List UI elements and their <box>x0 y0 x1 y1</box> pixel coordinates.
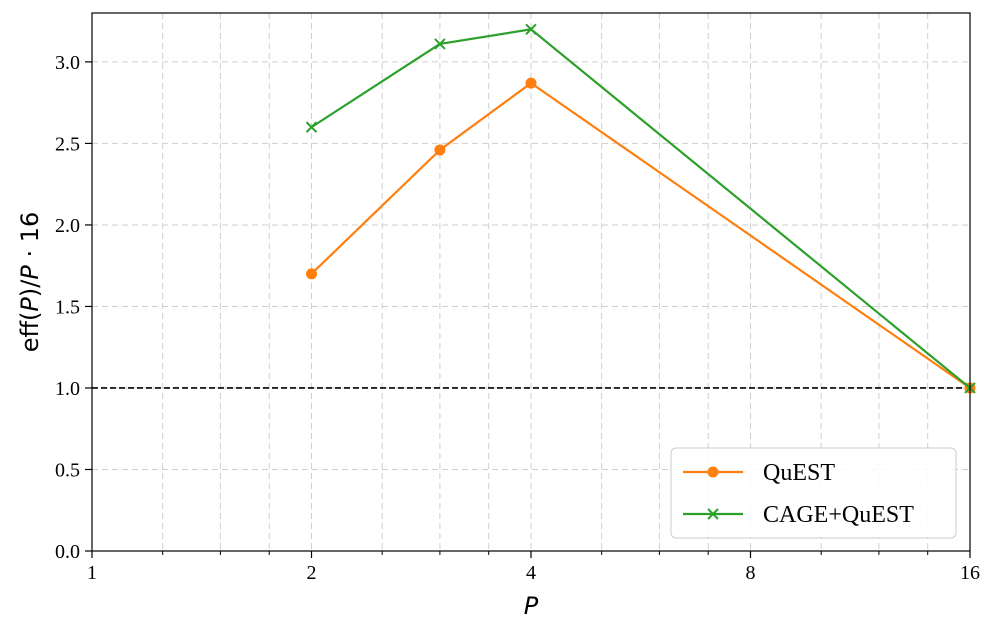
y-tick-label: 0.5 <box>55 459 80 481</box>
legend-marker <box>707 508 719 520</box>
y-tick-label: 0.0 <box>55 541 80 563</box>
x-tick-label: 2 <box>307 562 317 584</box>
y-label-suffix: · 16 <box>16 212 44 265</box>
y-label-var2: P <box>16 265 44 280</box>
data-point <box>306 268 317 280</box>
legend: QuEST CAGE+QuEST <box>670 447 957 539</box>
series-cage-quest <box>305 23 976 394</box>
data-point <box>305 121 318 133</box>
y-tick-label: 3.0 <box>55 52 80 74</box>
y-label-middle: )/ <box>16 279 44 297</box>
x-tick-label: 1 <box>87 562 97 584</box>
y-label-prefix: eff( <box>16 312 44 353</box>
data-point <box>525 77 537 89</box>
legend-label: QuEST <box>763 460 835 486</box>
series-quest <box>306 77 976 394</box>
axis-ticks: 1 2 4 8 16 0.0 0.5 1.0 1.5 2.0 2.5 3.0 <box>55 52 980 584</box>
data-point <box>434 144 446 156</box>
y-tick-label: 1.0 <box>55 378 80 400</box>
y-tick-label: 2.0 <box>55 215 80 237</box>
legend-box <box>670 447 957 539</box>
x-tick-label: 4 <box>526 562 536 584</box>
y-tick-label: 2.5 <box>55 133 80 155</box>
data-point <box>525 23 537 36</box>
y-axis-label: eff(P)/P · 16 <box>16 212 44 353</box>
legend-entry: CAGE+QuEST <box>683 502 914 528</box>
series-line <box>310 81 971 389</box>
series-line <box>310 28 971 389</box>
legend-marker <box>707 466 719 478</box>
x-tick-label: 16 <box>960 562 980 584</box>
x-axis-label: P <box>524 592 539 620</box>
y-label-var1: P <box>16 297 44 312</box>
y-tick-label: 1.5 <box>55 296 80 318</box>
legend-entry: QuEST <box>683 460 835 486</box>
data-point <box>434 38 446 50</box>
legend-label: CAGE+QuEST <box>763 502 914 528</box>
x-tick-label: 8 <box>746 562 756 584</box>
series-layer <box>305 23 976 394</box>
